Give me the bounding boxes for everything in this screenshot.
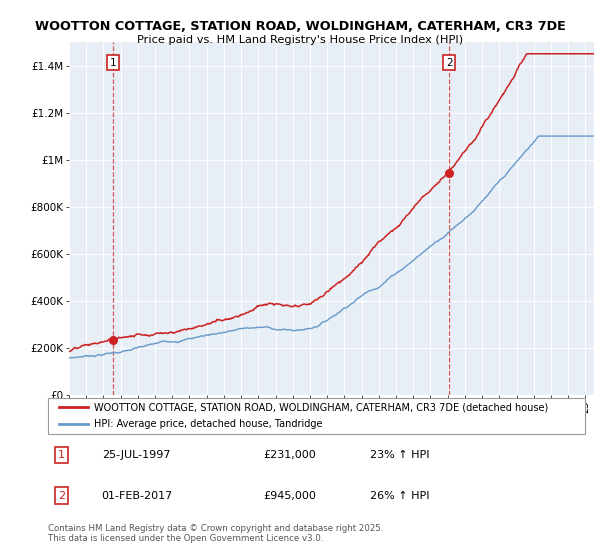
Text: 2: 2 [446,58,452,68]
Text: 2: 2 [58,491,65,501]
Text: WOOTTON COTTAGE, STATION ROAD, WOLDINGHAM, CATERHAM, CR3 7DE: WOOTTON COTTAGE, STATION ROAD, WOLDINGHA… [35,20,565,33]
Text: HPI: Average price, detached house, Tandridge: HPI: Average price, detached house, Tand… [94,419,322,429]
Text: 1: 1 [110,58,116,68]
Text: 1: 1 [58,450,65,460]
Text: 01-FEB-2017: 01-FEB-2017 [102,491,173,501]
Text: WOOTTON COTTAGE, STATION ROAD, WOLDINGHAM, CATERHAM, CR3 7DE (detached house): WOOTTON COTTAGE, STATION ROAD, WOLDINGHA… [94,403,548,412]
Text: Price paid vs. HM Land Registry's House Price Index (HPI): Price paid vs. HM Land Registry's House … [137,35,463,45]
FancyBboxPatch shape [48,398,585,434]
Text: 25-JUL-1997: 25-JUL-1997 [102,450,170,460]
Text: Contains HM Land Registry data © Crown copyright and database right 2025.
This d: Contains HM Land Registry data © Crown c… [48,524,383,543]
Text: 23% ↑ HPI: 23% ↑ HPI [370,450,430,460]
Text: £231,000: £231,000 [263,450,316,460]
Text: £945,000: £945,000 [263,491,316,501]
Text: 26% ↑ HPI: 26% ↑ HPI [370,491,430,501]
